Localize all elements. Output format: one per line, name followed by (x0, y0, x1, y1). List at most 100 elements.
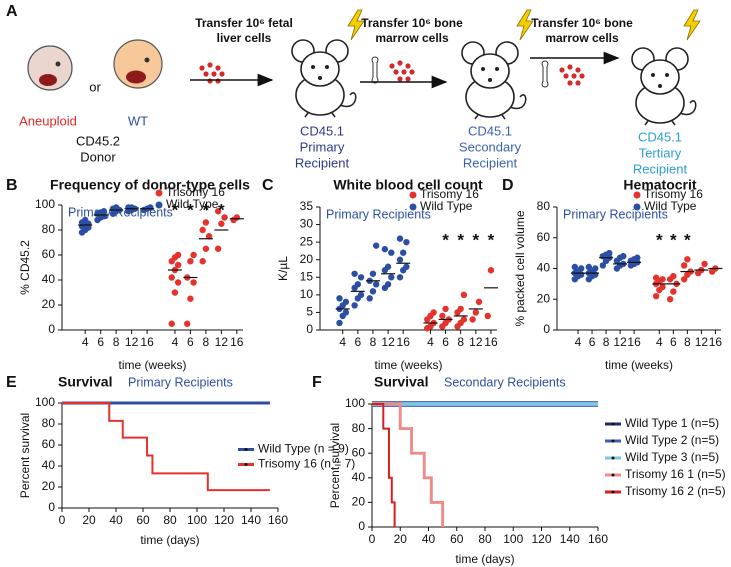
data-point (369, 288, 377, 295)
data-point (457, 305, 464, 313)
x-tick-label: 6 (187, 335, 194, 349)
legend-marker (409, 191, 417, 199)
x-axis-label: time (days) (140, 533, 199, 547)
y-tick-label: 0 (543, 322, 550, 336)
panel-letter: E (6, 374, 17, 391)
legend-marker (633, 203, 641, 211)
y-axis-label: K/µL (276, 256, 290, 281)
data-point (221, 214, 228, 221)
x-tick-label: 100 (503, 532, 523, 546)
y-axis-label: Percent survival (18, 413, 32, 498)
transfer-line: marrow cells (545, 31, 619, 45)
y-tick-label: 100 (35, 197, 55, 211)
x-tick-label: 8 (203, 335, 210, 349)
survival-curve (62, 402, 270, 492)
bone (541, 60, 549, 88)
chart-title: White blood cell count (333, 177, 483, 193)
recipient-line: Recipient (463, 155, 518, 170)
panel-letter: C (262, 177, 274, 194)
bone (371, 56, 379, 84)
significance-mark: * (442, 230, 449, 249)
data-point (599, 262, 607, 269)
x-tick-label: 4 (656, 335, 663, 349)
y-tick-label: 0 (358, 519, 365, 533)
data-point (487, 267, 495, 274)
chart-subtitle: Primary Recipients (563, 207, 668, 221)
x-tick-label: 12 (613, 335, 627, 349)
donor-line: Donor (80, 149, 116, 164)
legend-label: Trisomy 16 1 (n=5) (625, 467, 726, 481)
embryo-eye (144, 57, 150, 63)
data-point (174, 261, 182, 269)
legend-label: Trisomy 16 2 (n=5) (625, 484, 726, 498)
legend-label: Wild Type (420, 199, 473, 213)
donor-or: or (89, 79, 101, 94)
chart-subtitle: Secondary Recipients (444, 375, 566, 389)
data-point (652, 274, 660, 281)
x-tick-label: 6 (97, 335, 104, 349)
mouse (461, 41, 527, 120)
x-tick-label: 12 (695, 335, 709, 349)
x-tick-label: 140 (241, 513, 261, 527)
transfer-line: Transfer 10⁶ bone (531, 16, 633, 30)
chart-title: Frequency of donor-type cells (50, 177, 250, 193)
legend-label: Wild Type (166, 197, 219, 211)
data-point (171, 289, 179, 296)
x-tick-label: 120 (531, 532, 551, 546)
embryo-mouth (126, 70, 146, 84)
data-point (430, 309, 437, 316)
data-point (372, 242, 380, 249)
panel-letter: B (6, 177, 18, 194)
embryo-mouth (39, 74, 57, 86)
x-tick-label: 60 (136, 513, 150, 527)
data-point (187, 295, 194, 302)
data-point (403, 263, 410, 270)
x-tick-label: 8 (113, 335, 120, 349)
x-tick-label: 0 (369, 532, 376, 546)
transfer-line: Transfer 10⁶ fetal (195, 16, 293, 30)
embryo-head (27, 45, 73, 91)
data-point (233, 214, 241, 221)
x-tick-label: 16 (709, 335, 723, 349)
data-point (202, 219, 210, 226)
data-point (469, 316, 476, 323)
donor-wt: WT (128, 113, 148, 128)
x-tick-label: 12 (215, 335, 229, 349)
y-tick-label: 40 (42, 458, 56, 472)
legend-dot (244, 463, 248, 466)
recipient-line: Recipient (295, 155, 350, 170)
data-point (342, 298, 350, 306)
legend-dot (611, 439, 615, 443)
significance-mark: * (473, 230, 480, 249)
donor-line: CD45.2 (76, 133, 120, 148)
x-tick-label: 80 (163, 513, 177, 527)
data-point (442, 305, 449, 313)
data-point (199, 226, 206, 234)
y-tick-label: 100 (35, 395, 55, 409)
legend-dot (611, 456, 615, 460)
x-axis-label: time (weeks) (374, 358, 442, 372)
significance-mark: * (203, 200, 210, 219)
data-point (357, 274, 365, 281)
recipient-line: CD45.1 (300, 123, 344, 138)
data-point (460, 316, 468, 323)
x-tick-label: 20 (394, 532, 408, 546)
x-tick-label: 4 (339, 335, 346, 349)
data-point (396, 256, 404, 263)
x-tick-label: 60 (450, 532, 464, 546)
x-tick-label: 6 (589, 335, 596, 349)
x-tick-label: 6 (670, 335, 677, 349)
x-tick-label: 12 (469, 335, 483, 349)
x-axis-label: time (days) (455, 552, 514, 566)
data-point (634, 254, 641, 261)
data-point (578, 265, 585, 272)
data-point (403, 238, 410, 246)
transfer-line: liver cells (217, 31, 272, 45)
y-tick-label: 40 (537, 261, 551, 275)
data-point (218, 220, 225, 227)
y-tick-label: 60 (537, 230, 551, 244)
data-point (460, 291, 468, 299)
x-tick-label: 12 (125, 335, 139, 349)
